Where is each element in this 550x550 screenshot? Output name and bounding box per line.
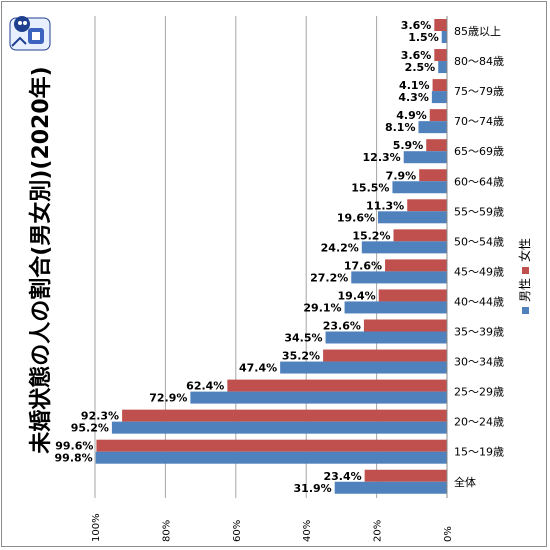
- data-label: 11.3%: [366, 199, 404, 212]
- category-label: 45〜49歳: [454, 265, 504, 278]
- bar-female: [429, 109, 447, 122]
- data-label: 2.5%: [405, 61, 436, 74]
- bar-female: [419, 169, 447, 182]
- legend-swatch-male: [522, 307, 529, 314]
- category-label: 40〜44歳: [454, 295, 504, 308]
- bar-female: [434, 19, 447, 31]
- legend-label-female: 女性: [517, 238, 532, 262]
- data-label: 27.2%: [310, 271, 348, 284]
- bar-female: [364, 469, 447, 482]
- data-label: 34.5%: [284, 332, 322, 345]
- bar-male: [438, 61, 447, 74]
- data-label: 47.4%: [239, 362, 277, 375]
- data-label: 4.9%: [396, 109, 427, 122]
- bar-female: [393, 229, 447, 242]
- category-label: 60〜64歳: [454, 175, 504, 188]
- bar-female: [385, 259, 447, 272]
- data-label: 29.1%: [303, 301, 341, 314]
- data-label: 23.6%: [323, 320, 361, 333]
- data-label: 23.4%: [323, 470, 361, 483]
- bar-male: [378, 211, 447, 224]
- data-label: 92.3%: [81, 410, 119, 423]
- category-label: 55〜59歳: [454, 205, 504, 218]
- data-label: 35.2%: [282, 350, 320, 363]
- bar-female: [407, 199, 447, 212]
- category-label: 20〜24歳: [454, 416, 504, 429]
- data-label: 31.9%: [294, 482, 332, 495]
- bar-male: [441, 31, 447, 43]
- data-label: 62.4%: [186, 380, 224, 393]
- bar-female: [122, 409, 447, 422]
- data-label: 72.9%: [149, 392, 187, 405]
- category-label: 25〜29歳: [454, 386, 504, 399]
- bar-male: [190, 391, 447, 404]
- bar-female: [323, 349, 447, 362]
- bar-male: [361, 241, 447, 254]
- data-label: 7.9%: [386, 169, 417, 182]
- bar-female: [96, 439, 448, 452]
- data-label: 5.9%: [393, 139, 424, 152]
- x-tick-label: 100%: [91, 513, 102, 542]
- bar-male: [403, 151, 447, 164]
- x-tick-label: 60%: [232, 520, 243, 542]
- data-label: 19.4%: [338, 289, 376, 302]
- data-label: 12.3%: [363, 151, 401, 164]
- data-label: 3.6%: [401, 49, 432, 62]
- legend-swatch-female: [522, 267, 529, 274]
- x-tick-label: 20%: [373, 520, 384, 542]
- x-tick-label: 40%: [302, 520, 313, 542]
- category-label: 75〜79歳: [454, 85, 504, 98]
- data-label: 15.5%: [351, 181, 389, 194]
- legend: 男性 女性: [517, 238, 532, 314]
- data-label: 8.1%: [385, 121, 416, 134]
- x-tick-label: 80%: [161, 520, 172, 542]
- bar-male: [418, 121, 447, 134]
- bar-female: [363, 319, 447, 332]
- bar-male: [95, 451, 447, 464]
- bar-female: [227, 379, 447, 392]
- category-label: 70〜74歳: [454, 115, 504, 128]
- bar-male: [431, 91, 447, 104]
- category-labels: 85歳以上 80〜84歳 75〜79歳 70〜74歳 65〜69歳 60〜64歳 55〜59…: [454, 25, 504, 489]
- bar-male: [111, 421, 448, 434]
- data-label: 99.8%: [55, 452, 93, 465]
- category-label: 全体: [454, 475, 476, 489]
- x-tick-label: 0%: [443, 526, 454, 542]
- data-label: 99.6%: [55, 440, 93, 453]
- bar-male: [325, 331, 447, 344]
- category-label: 50〜54歳: [454, 235, 504, 248]
- x-tick-labels: 0% 20% 40% 60% 80% 100%: [91, 513, 454, 542]
- legend-label-male: 男性: [518, 278, 532, 302]
- category-label: 65〜69歳: [454, 145, 504, 158]
- bar-male: [344, 301, 447, 314]
- bar-female: [432, 79, 447, 92]
- category-label: 15〜19歳: [454, 446, 504, 459]
- data-label: 4.3%: [398, 91, 429, 104]
- bar-female: [378, 289, 447, 302]
- bar-male: [334, 481, 447, 494]
- category-label: 35〜39歳: [454, 326, 504, 339]
- data-label: 95.2%: [71, 422, 109, 435]
- data-label: 17.6%: [344, 259, 382, 272]
- category-label: 85歳以上: [454, 25, 501, 38]
- data-label: 19.6%: [337, 211, 375, 224]
- chart-title: 未婚状態の人の割合(男女別)(2020年): [28, 66, 54, 453]
- bar-female: [434, 49, 447, 62]
- data-label: 4.1%: [399, 79, 430, 92]
- category-label: 30〜34歳: [454, 356, 504, 369]
- data-label: 15.2%: [352, 229, 390, 242]
- data-label: 3.6%: [401, 19, 432, 32]
- data-label: 24.2%: [321, 241, 359, 254]
- bar-male: [392, 181, 447, 194]
- mascot-logo-icon: [9, 16, 51, 51]
- bar-male: [351, 271, 447, 284]
- bar-female: [426, 139, 447, 152]
- bars: [95, 19, 448, 494]
- data-label: 1.5%: [408, 31, 439, 44]
- value-labels: 3.6%1.5%3.6%2.5%4.1%4.3%4.9%8.1%5.9%12.3…: [55, 19, 439, 495]
- bar-male: [280, 361, 447, 374]
- category-label: 80〜84歳: [454, 55, 504, 68]
